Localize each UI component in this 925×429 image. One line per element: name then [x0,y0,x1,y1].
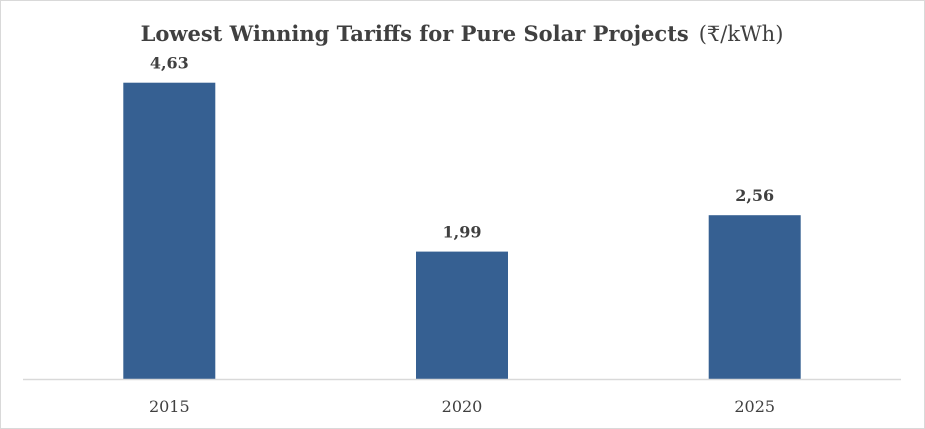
data-labels: 4,63 1,99 2,56 [150,54,774,242]
bar-2025 [708,215,801,379]
data-label-2020: 1,99 [443,223,482,242]
data-label-2015: 4,63 [150,54,189,73]
bars-group [123,82,801,379]
chart-title: Lowest Winning Tariffs for Pure Solar Pr… [141,21,784,46]
bar-2020 [416,251,508,379]
chart-title-main: Lowest Winning Tariffs for Pure Solar Pr… [141,21,689,46]
chart-title-unit: (₹/kWh) [699,22,784,46]
bar-2015 [123,82,216,379]
data-label-2025: 2,56 [735,186,774,205]
x-tick-label-2015: 2015 [149,397,190,416]
x-tick-label-2025: 2025 [734,397,775,416]
x-tick-labels: 2015 2020 2025 [149,397,775,416]
x-tick-label-2020: 2020 [442,397,483,416]
